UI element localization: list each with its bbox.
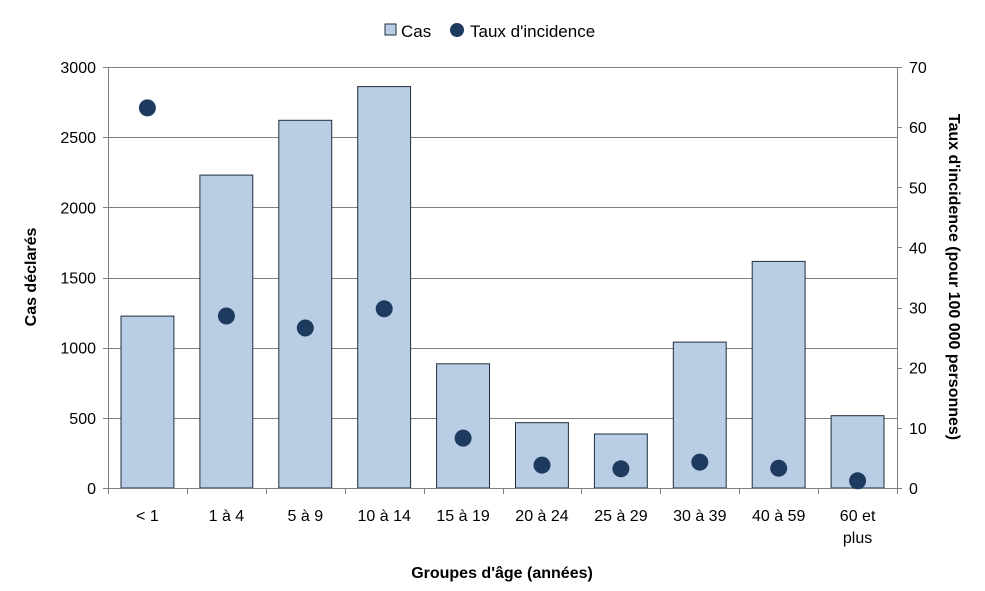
y-tick-label-3000: 3000 — [60, 60, 96, 77]
bar-series-cas — [120, 86, 885, 489]
left-axis-ticks: 0 500 1000 1500 2000 2500 3000 — [60, 60, 96, 498]
x-axis-ticks: < 1 1 à 4 5 à 9 10 à 14 15 à 19 20 à 24 25 à 2… — [136, 508, 876, 547]
y-tick-label-2500: 2500 — [60, 130, 96, 147]
x-tick-label-4: 15 à 19 — [436, 508, 489, 525]
y-tick-label-1000: 1000 — [60, 341, 96, 358]
point-8 — [770, 459, 788, 477]
x-tick-label-1: 1 à 4 — [209, 508, 245, 525]
x-tick-label-2: 5 à 9 — [288, 508, 324, 525]
y2-tick-label-30: 30 — [909, 301, 927, 318]
scatter-series-taux — [138, 99, 867, 490]
point-6 — [612, 460, 630, 478]
bar-0 — [120, 315, 175, 489]
point-1 — [217, 307, 235, 325]
bar-4 — [436, 363, 491, 489]
legend-swatch-cas — [384, 23, 397, 36]
y2-tick-label-0: 0 — [909, 481, 918, 498]
point-7 — [691, 453, 709, 471]
point-2 — [296, 319, 314, 337]
y-tick-label-500: 500 — [69, 411, 96, 428]
bar-5 — [515, 422, 569, 489]
point-3 — [375, 300, 393, 318]
point-9 — [849, 472, 867, 490]
legend-label-cas: Cas — [401, 22, 431, 41]
legend-swatch-taux — [450, 23, 464, 37]
x-tick-label-9: 60 et plus — [840, 508, 876, 547]
point-5 — [533, 456, 551, 474]
bar-1 — [199, 174, 254, 489]
y-tick-label-2000: 2000 — [60, 200, 96, 217]
y2-axis-title: Taux d'incidence (pour 100 000 personnes… — [945, 114, 962, 440]
x-axis-title: Groupes d'âge (années) — [411, 565, 593, 582]
y2-tick-label-50: 50 — [909, 180, 927, 197]
bar-3 — [357, 86, 412, 489]
bar-2 — [278, 119, 333, 489]
bar-8 — [751, 260, 806, 489]
legend-label-taux: Taux d'incidence — [470, 22, 595, 41]
y2-tick-label-10: 10 — [909, 421, 927, 438]
x-tick-label-6: 25 à 29 — [594, 508, 647, 525]
y2-tick-label-60: 60 — [909, 120, 927, 137]
y-axis-title: Cas déclarés — [23, 228, 40, 327]
x-tick-label-5: 20 à 24 — [515, 508, 568, 525]
y-tick-label-1500: 1500 — [60, 271, 96, 288]
point-4 — [454, 429, 472, 447]
axes — [103, 67, 902, 494]
y2-tick-label-40: 40 — [909, 240, 927, 257]
x-tick-label-3: 10 à 14 — [358, 508, 411, 525]
y-tick-label-0: 0 — [87, 481, 96, 498]
right-axis-ticks: 0 10 20 30 40 50 60 70 — [909, 60, 927, 498]
legend: Cas Taux d'incidence — [384, 22, 595, 41]
y2-tick-label-70: 70 — [909, 60, 927, 77]
x-tick-label-7: 30 à 39 — [673, 508, 726, 525]
point-0 — [138, 99, 156, 117]
y2-tick-label-20: 20 — [909, 361, 927, 378]
x-tick-label-8: 40 à 59 — [752, 508, 805, 525]
x-tick-label-0: < 1 — [136, 508, 159, 525]
